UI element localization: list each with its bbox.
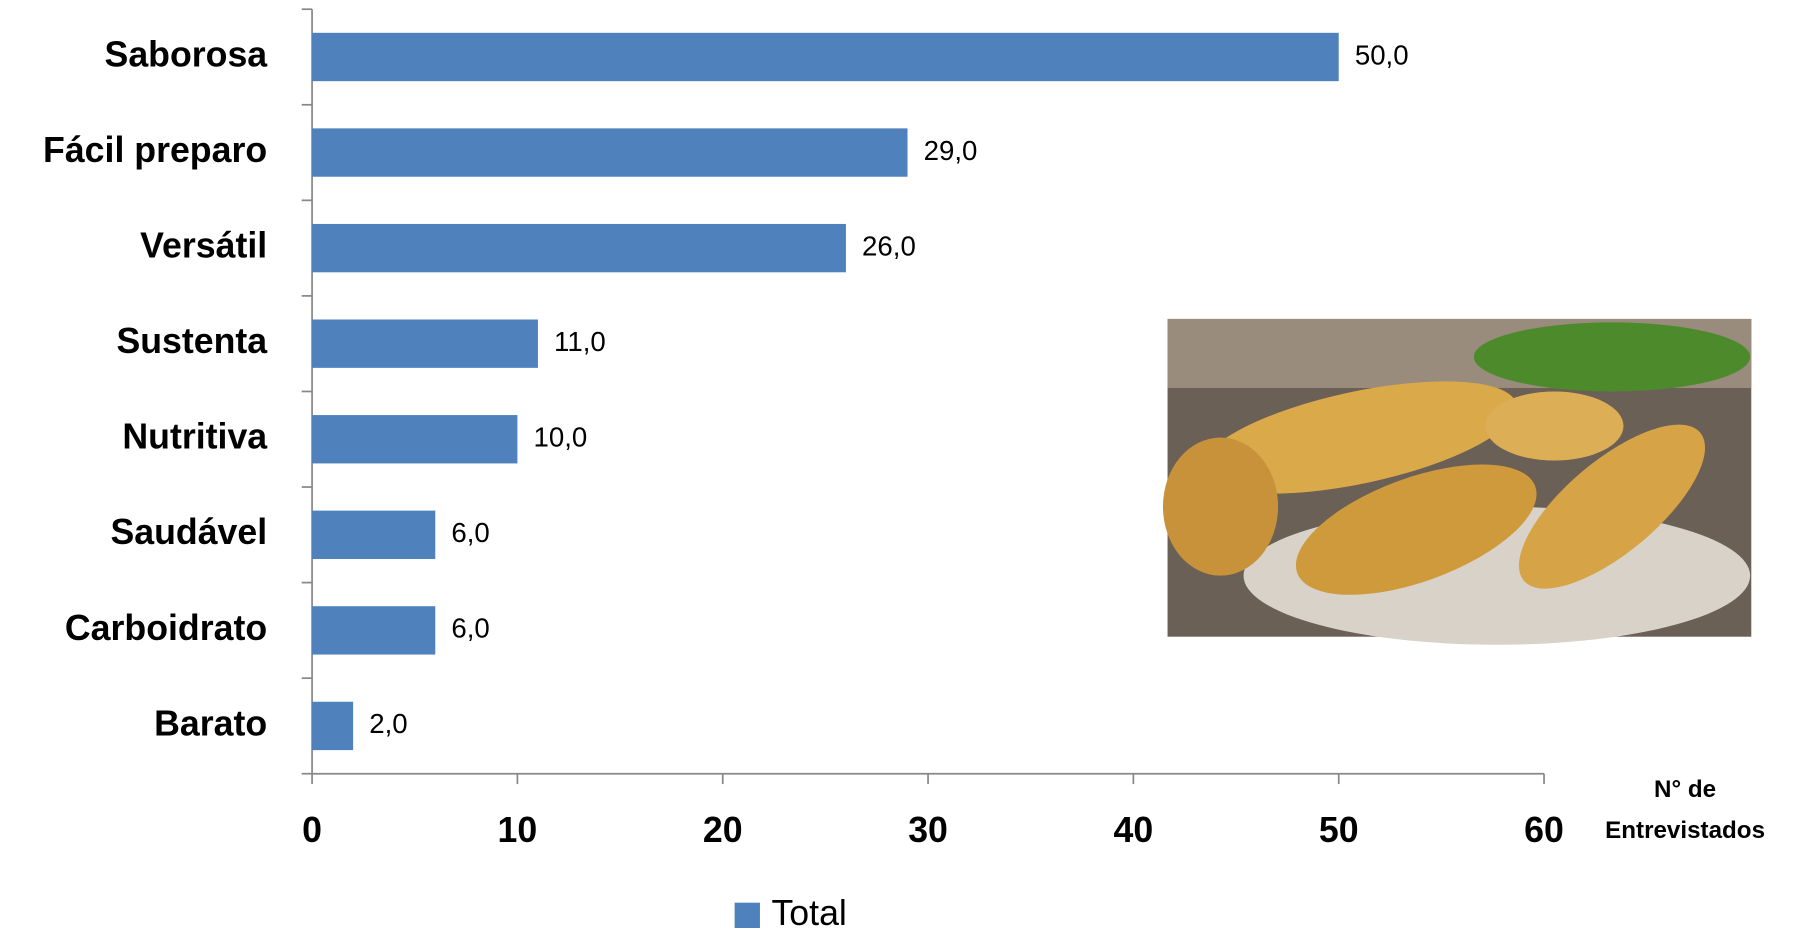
bar	[312, 701, 354, 751]
value-label: 6,0	[451, 613, 489, 644]
value-label: 6,0	[451, 517, 489, 548]
y-tick-label: Fácil preparo	[43, 130, 267, 170]
bar	[312, 128, 908, 177]
y-tick-label: Saborosa	[105, 34, 269, 74]
value-label: 50,0	[1355, 39, 1409, 70]
y-tick-label: Carboidrato	[65, 608, 267, 648]
x-tick-label: 40	[1114, 810, 1154, 850]
value-label: 10,0	[534, 422, 588, 453]
bar	[312, 32, 1339, 82]
x-tick-label: 30	[908, 810, 948, 850]
bar	[312, 319, 538, 368]
x-tick-label: 60	[1524, 810, 1564, 850]
y-tick-label: Versátil	[140, 226, 267, 266]
legend-label: Total	[771, 893, 846, 931]
x-tick-label: 50	[1319, 810, 1359, 850]
x-tick-label: 10	[498, 810, 538, 850]
bar	[312, 223, 846, 273]
y-tick-label: Nutritiva	[122, 417, 268, 457]
x-tick-label: 20	[703, 810, 743, 850]
y-tick-label: Sustenta	[116, 321, 268, 361]
bar	[312, 606, 436, 655]
value-label: 11,0	[554, 326, 606, 357]
value-label: 26,0	[862, 230, 916, 261]
legend-swatch	[734, 902, 760, 929]
x-tick-label: 0	[302, 810, 322, 850]
bar	[312, 510, 436, 559]
y-tick-label: Saudável	[110, 512, 267, 552]
photo	[1162, 318, 1752, 645]
value-label: 29,0	[924, 135, 978, 166]
value-label: 2,0	[369, 708, 407, 739]
x-axis-title-box: N° de Entrevistados	[1605, 776, 1766, 844]
x-axis-title: N° de Entrevistados	[1605, 776, 1766, 844]
bar	[312, 415, 518, 464]
y-tick-label: Barato	[154, 703, 267, 743]
